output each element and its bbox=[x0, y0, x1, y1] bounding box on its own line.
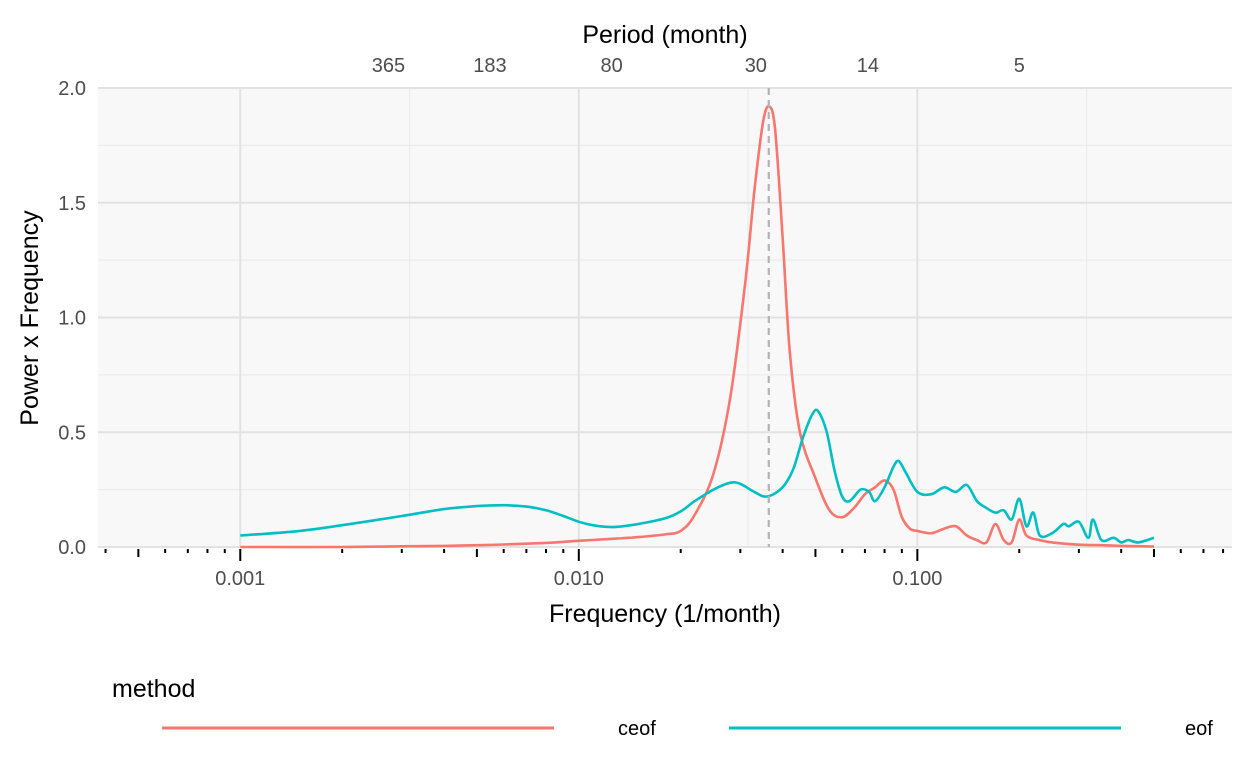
series-lines bbox=[240, 104, 1155, 549]
y-axis-title: Power x Frequency bbox=[16, 210, 44, 426]
legend: method ceof eof bbox=[112, 675, 1213, 740]
y-tick-label: 2.0 bbox=[58, 78, 86, 100]
period-tick-label: 14 bbox=[857, 55, 879, 77]
x-tick-label: 0.001 bbox=[215, 568, 265, 590]
legend-title: method bbox=[112, 675, 195, 703]
y-tick-label: 0.5 bbox=[58, 422, 86, 444]
y-tick-label: 1.5 bbox=[58, 193, 86, 215]
x-tick-label: 0.100 bbox=[892, 568, 942, 590]
period-tick-label: 365 bbox=[372, 55, 405, 77]
legend-label-ceof: ceof bbox=[618, 718, 656, 740]
period-tick-label: 183 bbox=[473, 55, 506, 77]
period-tick-label: 80 bbox=[600, 55, 622, 77]
legend-label-eof: eof bbox=[1185, 718, 1213, 740]
x2-axis-title: Period (month) bbox=[582, 21, 747, 49]
x-tick-label: 0.010 bbox=[554, 568, 604, 590]
x-axis-title: Frequency (1/month) bbox=[549, 600, 781, 628]
y-tick-label: 0.0 bbox=[58, 537, 86, 559]
y-tick-label: 1.0 bbox=[58, 308, 86, 330]
period-tick-label: 30 bbox=[745, 55, 767, 77]
series-line-eof bbox=[240, 408, 1155, 544]
axis-ticks: 0.0 0.5 1.0 1.5 2.0 0.001 0.010 0.100 365 183 80 30… bbox=[58, 55, 1225, 590]
period-tick-label: 5 bbox=[1014, 55, 1025, 77]
series-line-ceof bbox=[240, 104, 1155, 549]
